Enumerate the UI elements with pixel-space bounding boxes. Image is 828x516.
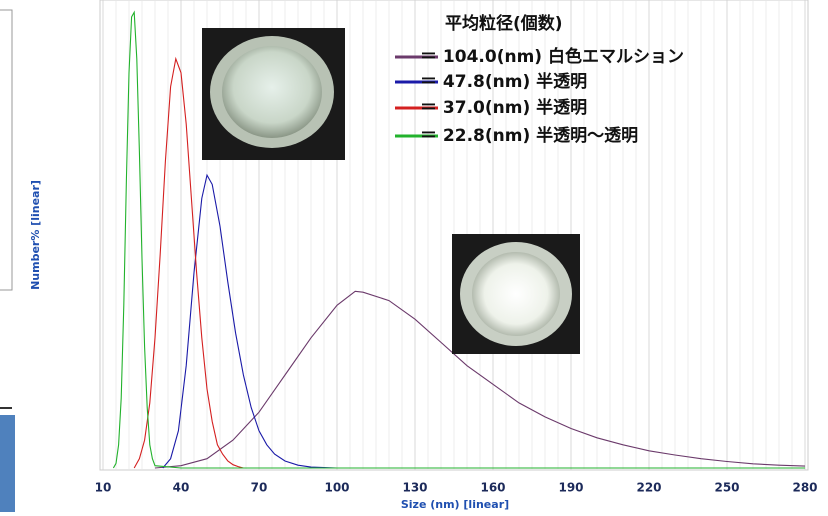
x-tick-label: 100 <box>324 481 349 495</box>
y-axis-label: Number% [linear] <box>29 180 42 290</box>
x-tick-label: 10 <box>95 481 112 495</box>
x-tick-label: 220 <box>636 481 661 495</box>
legend-label: ＝ 22.8(nm) 半透明～透明 <box>420 125 638 146</box>
chart: 平均粒径(個数) ＝ 104.0(nm) 白色エマルション ＝ 47.8(nm) … <box>0 0 828 512</box>
dish <box>222 46 322 138</box>
legend-label: ＝ 104.0(nm) 白色エマルション <box>420 46 684 67</box>
legend-title: 平均粒径(個数) <box>445 13 563 34</box>
x-tick-label: 190 <box>558 481 583 495</box>
dish <box>472 252 560 336</box>
x-axis-label: Size (nm) [linear] <box>401 498 509 511</box>
legend-label: ＝ 47.8(nm) 半透明 <box>420 71 587 92</box>
x-tick-label: 40 <box>173 481 190 495</box>
side-block <box>0 415 15 512</box>
x-tick-label: 70 <box>251 481 268 495</box>
x-tick-label: 130 <box>402 481 427 495</box>
x-tick-label: 280 <box>792 481 817 495</box>
x-tick-label: 160 <box>480 481 505 495</box>
x-tick-label: 250 <box>714 481 739 495</box>
photo <box>202 28 345 160</box>
page: 平均粒径(個数) ＝ 104.0(nm) 白色エマルション ＝ 47.8(nm) … <box>0 0 828 516</box>
legend-label: ＝ 37.0(nm) 半透明 <box>420 97 587 118</box>
photo <box>452 234 580 354</box>
frame-fragment <box>0 10 12 290</box>
